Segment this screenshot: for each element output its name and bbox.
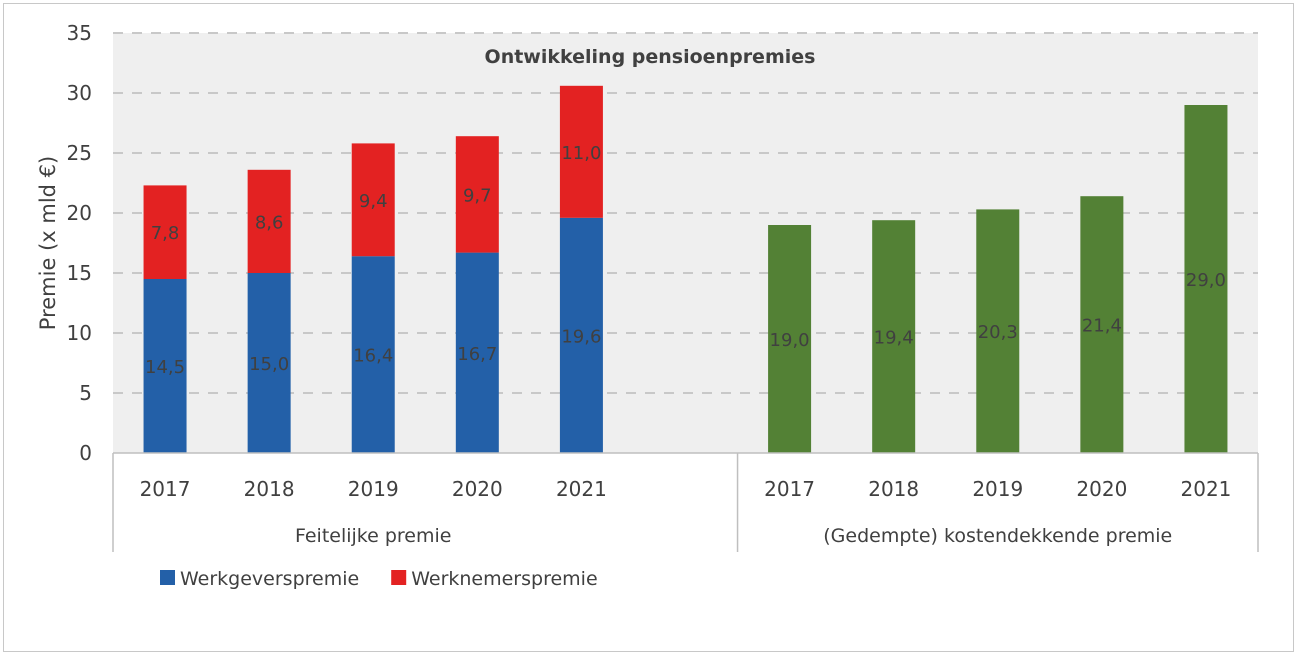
bar-kostendekkende premie: [1184, 105, 1228, 453]
y-tick-label: 35: [67, 21, 92, 45]
bar-werkgeverspremie: [247, 273, 291, 453]
data-label: 19,0: [770, 330, 810, 351]
data-label: 8,6: [255, 212, 284, 233]
bar-werknemerspremie: [247, 169, 291, 273]
bar-werknemerspremie: [351, 143, 395, 257]
legend-swatch: [391, 570, 407, 585]
x-tick-label: 2019: [348, 477, 399, 501]
chart-frame: [3, 3, 1294, 652]
x-tick-label: 2017: [764, 477, 815, 501]
y-tick-label: 5: [79, 381, 92, 405]
x-tick-label: 2020: [1076, 477, 1127, 501]
bar-werknemerspremie: [559, 85, 603, 218]
plot-area: [113, 33, 1258, 453]
bar-kostendekkende premie: [976, 209, 1020, 453]
bar-werkgeverspremie: [143, 279, 187, 453]
bar-werkgeverspremie: [455, 252, 499, 453]
data-label: 21,4: [1082, 316, 1122, 337]
bar-werknemerspremie: [455, 136, 499, 253]
y-tick-label: 20: [67, 201, 92, 225]
data-label: 15,0: [249, 354, 289, 375]
data-label: 19,6: [561, 326, 601, 347]
y-tick-label: 30: [67, 81, 92, 105]
x-tick-label: 2018: [868, 477, 919, 501]
data-label: 20,3: [978, 322, 1018, 343]
data-label: 19,4: [874, 328, 914, 349]
bar-kostendekkende premie: [872, 220, 916, 453]
y-axis-label: Premie (x mld €): [36, 156, 60, 330]
chart-title: Ontwikkeling pensioenpremies: [485, 46, 816, 68]
data-label: 7,8: [151, 223, 180, 244]
data-label: 29,0: [1186, 270, 1226, 291]
bar-werkgeverspremie: [559, 217, 603, 453]
x-tick-label: 2021: [556, 477, 607, 501]
data-label: 16,4: [353, 346, 393, 367]
x-tick-label: 2020: [452, 477, 503, 501]
data-label: 16,7: [457, 344, 497, 365]
legend-label: Werknemerspremie: [411, 568, 597, 590]
data-label: 9,7: [463, 185, 492, 206]
group-label: (Gedempte) kostendekkende premie: [823, 525, 1172, 547]
x-tick-label: 2018: [244, 477, 295, 501]
group-label: Feitelijke premie: [295, 525, 452, 547]
data-label: 9,4: [359, 191, 388, 212]
x-tick-label: 2019: [972, 477, 1023, 501]
bar-kostendekkende premie: [768, 225, 812, 453]
y-tick-label: 25: [67, 141, 92, 165]
y-tick-label: 15: [67, 261, 92, 285]
x-tick-label: 2017: [140, 477, 191, 501]
legend-label: Werkgeverspremie: [180, 568, 359, 590]
data-label: 11,0: [561, 143, 601, 164]
bar-kostendekkende premie: [1080, 196, 1124, 453]
y-tick-label: 10: [67, 321, 92, 345]
legend-swatch: [160, 570, 175, 585]
bar-werkgeverspremie: [351, 256, 395, 453]
x-tick-label: 2021: [1181, 477, 1232, 501]
y-tick-label: 0: [79, 441, 92, 465]
bar-werknemerspremie: [143, 185, 187, 279]
data-label: 14,5: [145, 357, 185, 378]
